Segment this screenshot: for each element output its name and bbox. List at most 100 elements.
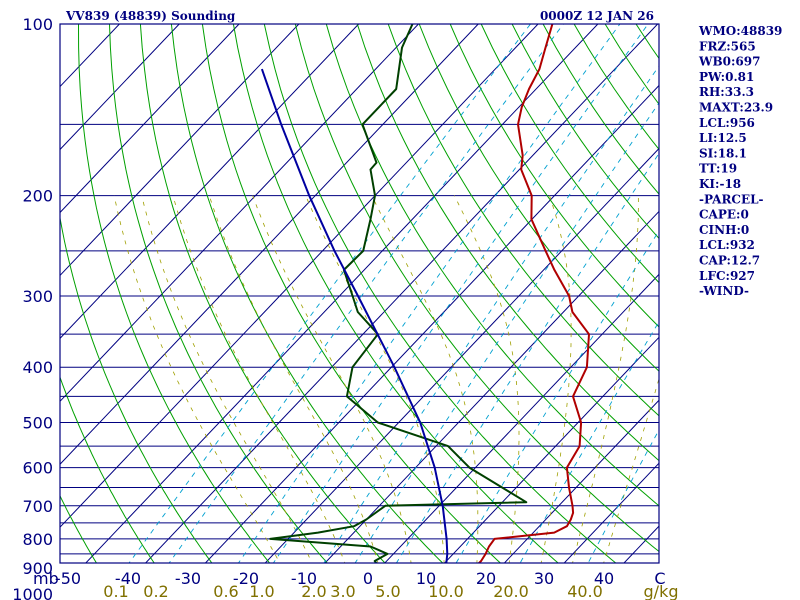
index-entry: WMO:48839 — [698, 24, 782, 38]
dry-adiabat-line — [60, 375, 155, 563]
index-entry: LFC:927 — [699, 269, 755, 283]
isotherm-line — [563, 462, 659, 563]
mixing-ratio-tick-label: 1.0 — [249, 582, 274, 600]
isotherm-line — [60, 24, 479, 465]
dry-adiabat-line — [449, 24, 659, 328]
mixing-ratio-tick-label: 0.1 — [103, 582, 128, 600]
index-entry: LI:12.5 — [699, 131, 747, 145]
temperature-tick-label: 30 — [534, 569, 554, 588]
isotherm-line — [503, 399, 659, 563]
dry-adiabat-line — [418, 24, 659, 372]
mixing-ratio-line — [237, 24, 621, 563]
temperature-tick-label: 20 — [476, 569, 496, 588]
dry-adiabat-line — [387, 24, 659, 417]
pressure-tick-label: 100 — [22, 15, 53, 34]
index-entry: LCL:956 — [699, 116, 755, 130]
mixing-ratio-line — [354, 102, 659, 563]
moist-adiabat-line — [603, 377, 659, 563]
temperature-tick-label: -20 — [233, 569, 259, 588]
mixing-ratio-tick-label: 20.0 — [493, 582, 529, 600]
index-entry: SI:18.1 — [699, 146, 747, 160]
mixing-ratio-tick-label: 0.6 — [213, 582, 238, 600]
dry-adiabat-line — [325, 24, 659, 507]
temperature-axis-labels: -50 -40 -30 -20 -10 0 10 20 30 40 C — [55, 569, 666, 588]
mixing-ratio-labels: 0.1 0.2 0.6 1.0 2.0 3.0 5.0 10.0 20.0 40.0 g/kg — [103, 582, 678, 600]
temperature-tick-label: 0 — [363, 569, 373, 588]
dry-adiabat-line — [60, 215, 213, 563]
index-entry: RH:33.3 — [699, 85, 754, 99]
pressure-tick-label: 900 — [22, 559, 53, 578]
pressure-tick-label: 800 — [22, 530, 53, 549]
mixing-ratio-line — [519, 320, 659, 563]
mixing-ratio-tick-label: 0.2 — [143, 582, 168, 600]
dry-adiabat-line — [78, 24, 271, 563]
pressure-tick-label: 700 — [22, 497, 53, 516]
dewpoint-trace — [269, 24, 528, 563]
temperature-tick-label: 10 — [416, 569, 436, 588]
dry-adiabat-line — [139, 24, 386, 563]
moist-adiabat-line — [453, 195, 520, 563]
isotherm-line — [264, 147, 659, 563]
dry-adiabat-line — [201, 24, 502, 563]
mixing-ratio-line — [455, 229, 659, 563]
observation-time: 0000Z 12 JAN 26 — [540, 9, 654, 23]
dry-adiabat-line — [480, 24, 659, 284]
mixing-ratio-tick-label: 40.0 — [567, 582, 603, 600]
index-entry: TT:19 — [699, 162, 737, 176]
index-entry: CAPE:0 — [699, 208, 749, 222]
isotherm-line — [60, 24, 539, 528]
index-entry: PW:0.81 — [699, 70, 754, 84]
moist-adiabat-line — [252, 195, 412, 563]
dry-adiabat-line — [109, 24, 328, 563]
mixing-ratio-line — [128, 24, 531, 563]
isotherm-line — [85, 24, 599, 563]
index-entry: FRZ:565 — [699, 39, 756, 53]
isotherm-line — [60, 24, 300, 277]
index-entry: KI:-18 — [699, 177, 741, 191]
station-title: VV839 (48839) Sounding — [65, 9, 236, 23]
moist-adiabat-line — [572, 195, 639, 563]
pressure-tick-label: 1000 — [12, 585, 53, 600]
mixing-ratio-line — [395, 152, 659, 563]
mixing-ratio-tick-label: 3.0 — [330, 582, 355, 600]
pressure-tick-label: 600 — [22, 459, 53, 478]
isotherm-line — [60, 24, 360, 340]
temperature-tick-label: -40 — [115, 569, 141, 588]
pressure-tick-label: 400 — [22, 358, 53, 377]
mixing-ratio-line — [272, 24, 649, 563]
dry-adiabat-line — [294, 24, 659, 553]
temperature-tick-label: -50 — [55, 569, 81, 588]
isotherm-line — [60, 24, 419, 403]
isotherm-line — [384, 273, 659, 563]
mixing-ratio-tick-label: 2.0 — [301, 582, 326, 600]
mixing-ratio-tick-label: g/kg — [644, 582, 679, 600]
temperature-tick-label: C — [654, 569, 665, 588]
temperature-tick-label: 40 — [594, 569, 614, 588]
index-entry: MAXT:23.9 — [699, 101, 773, 115]
plot-frame — [59, 23, 660, 564]
index-entry: CAP:12.7 — [699, 254, 760, 268]
sounding-traces — [260, 24, 590, 563]
isotherm-line — [204, 84, 659, 563]
dry-adiabat-line — [232, 24, 559, 563]
index-entry: -PARCEL- — [699, 192, 764, 206]
isotherm-line — [60, 24, 180, 151]
mixing-ratio-tick-label: 5.0 — [375, 582, 400, 600]
pressure-unit-label: mb — [33, 569, 59, 588]
pressure-tick-label: 200 — [22, 187, 53, 206]
mixing-ratio-line — [168, 24, 564, 563]
dry-adiabat-line — [170, 24, 444, 563]
moist-adiabat-line — [141, 195, 313, 563]
pressure-tick-label: 300 — [22, 287, 53, 306]
index-entry: CINH:0 — [699, 223, 749, 237]
isotherm-line — [60, 24, 240, 214]
isotherm-line — [443, 336, 659, 563]
temperature-tick-label: -10 — [291, 569, 317, 588]
pressure-tick-label: 500 — [22, 414, 53, 433]
temperature-trace — [477, 24, 590, 563]
index-entry: LCL:932 — [699, 238, 755, 252]
